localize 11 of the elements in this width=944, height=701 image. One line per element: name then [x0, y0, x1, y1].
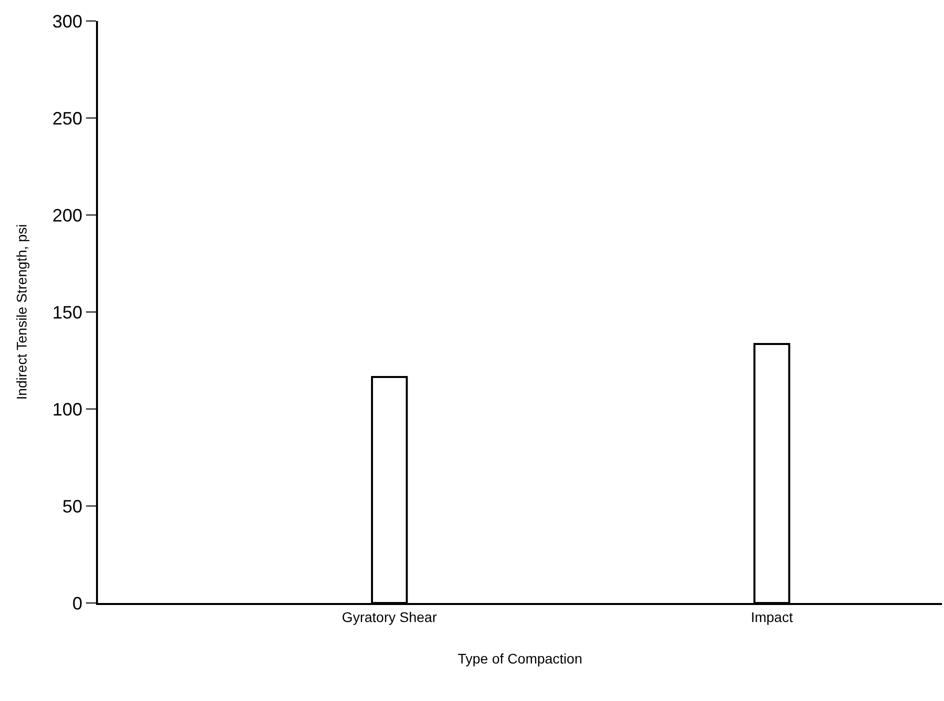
y-tick-label: 200 [52, 205, 82, 226]
y-axis-title: Indirect Tensile Strength, psi [13, 224, 30, 400]
x-axis-title: Type of Compaction [458, 650, 582, 667]
x-tick-label: Impact [750, 608, 793, 625]
y-tick-label: 300 [52, 11, 82, 32]
y-tick-label: 150 [52, 302, 82, 322]
y-tick-label: 100 [52, 399, 82, 420]
x-tick-label: Gyratory Shear [342, 608, 438, 625]
y-tick-label: 0 [72, 593, 82, 614]
y-tick-label: 50 [62, 496, 82, 516]
y-tick-label: 250 [52, 108, 82, 128]
